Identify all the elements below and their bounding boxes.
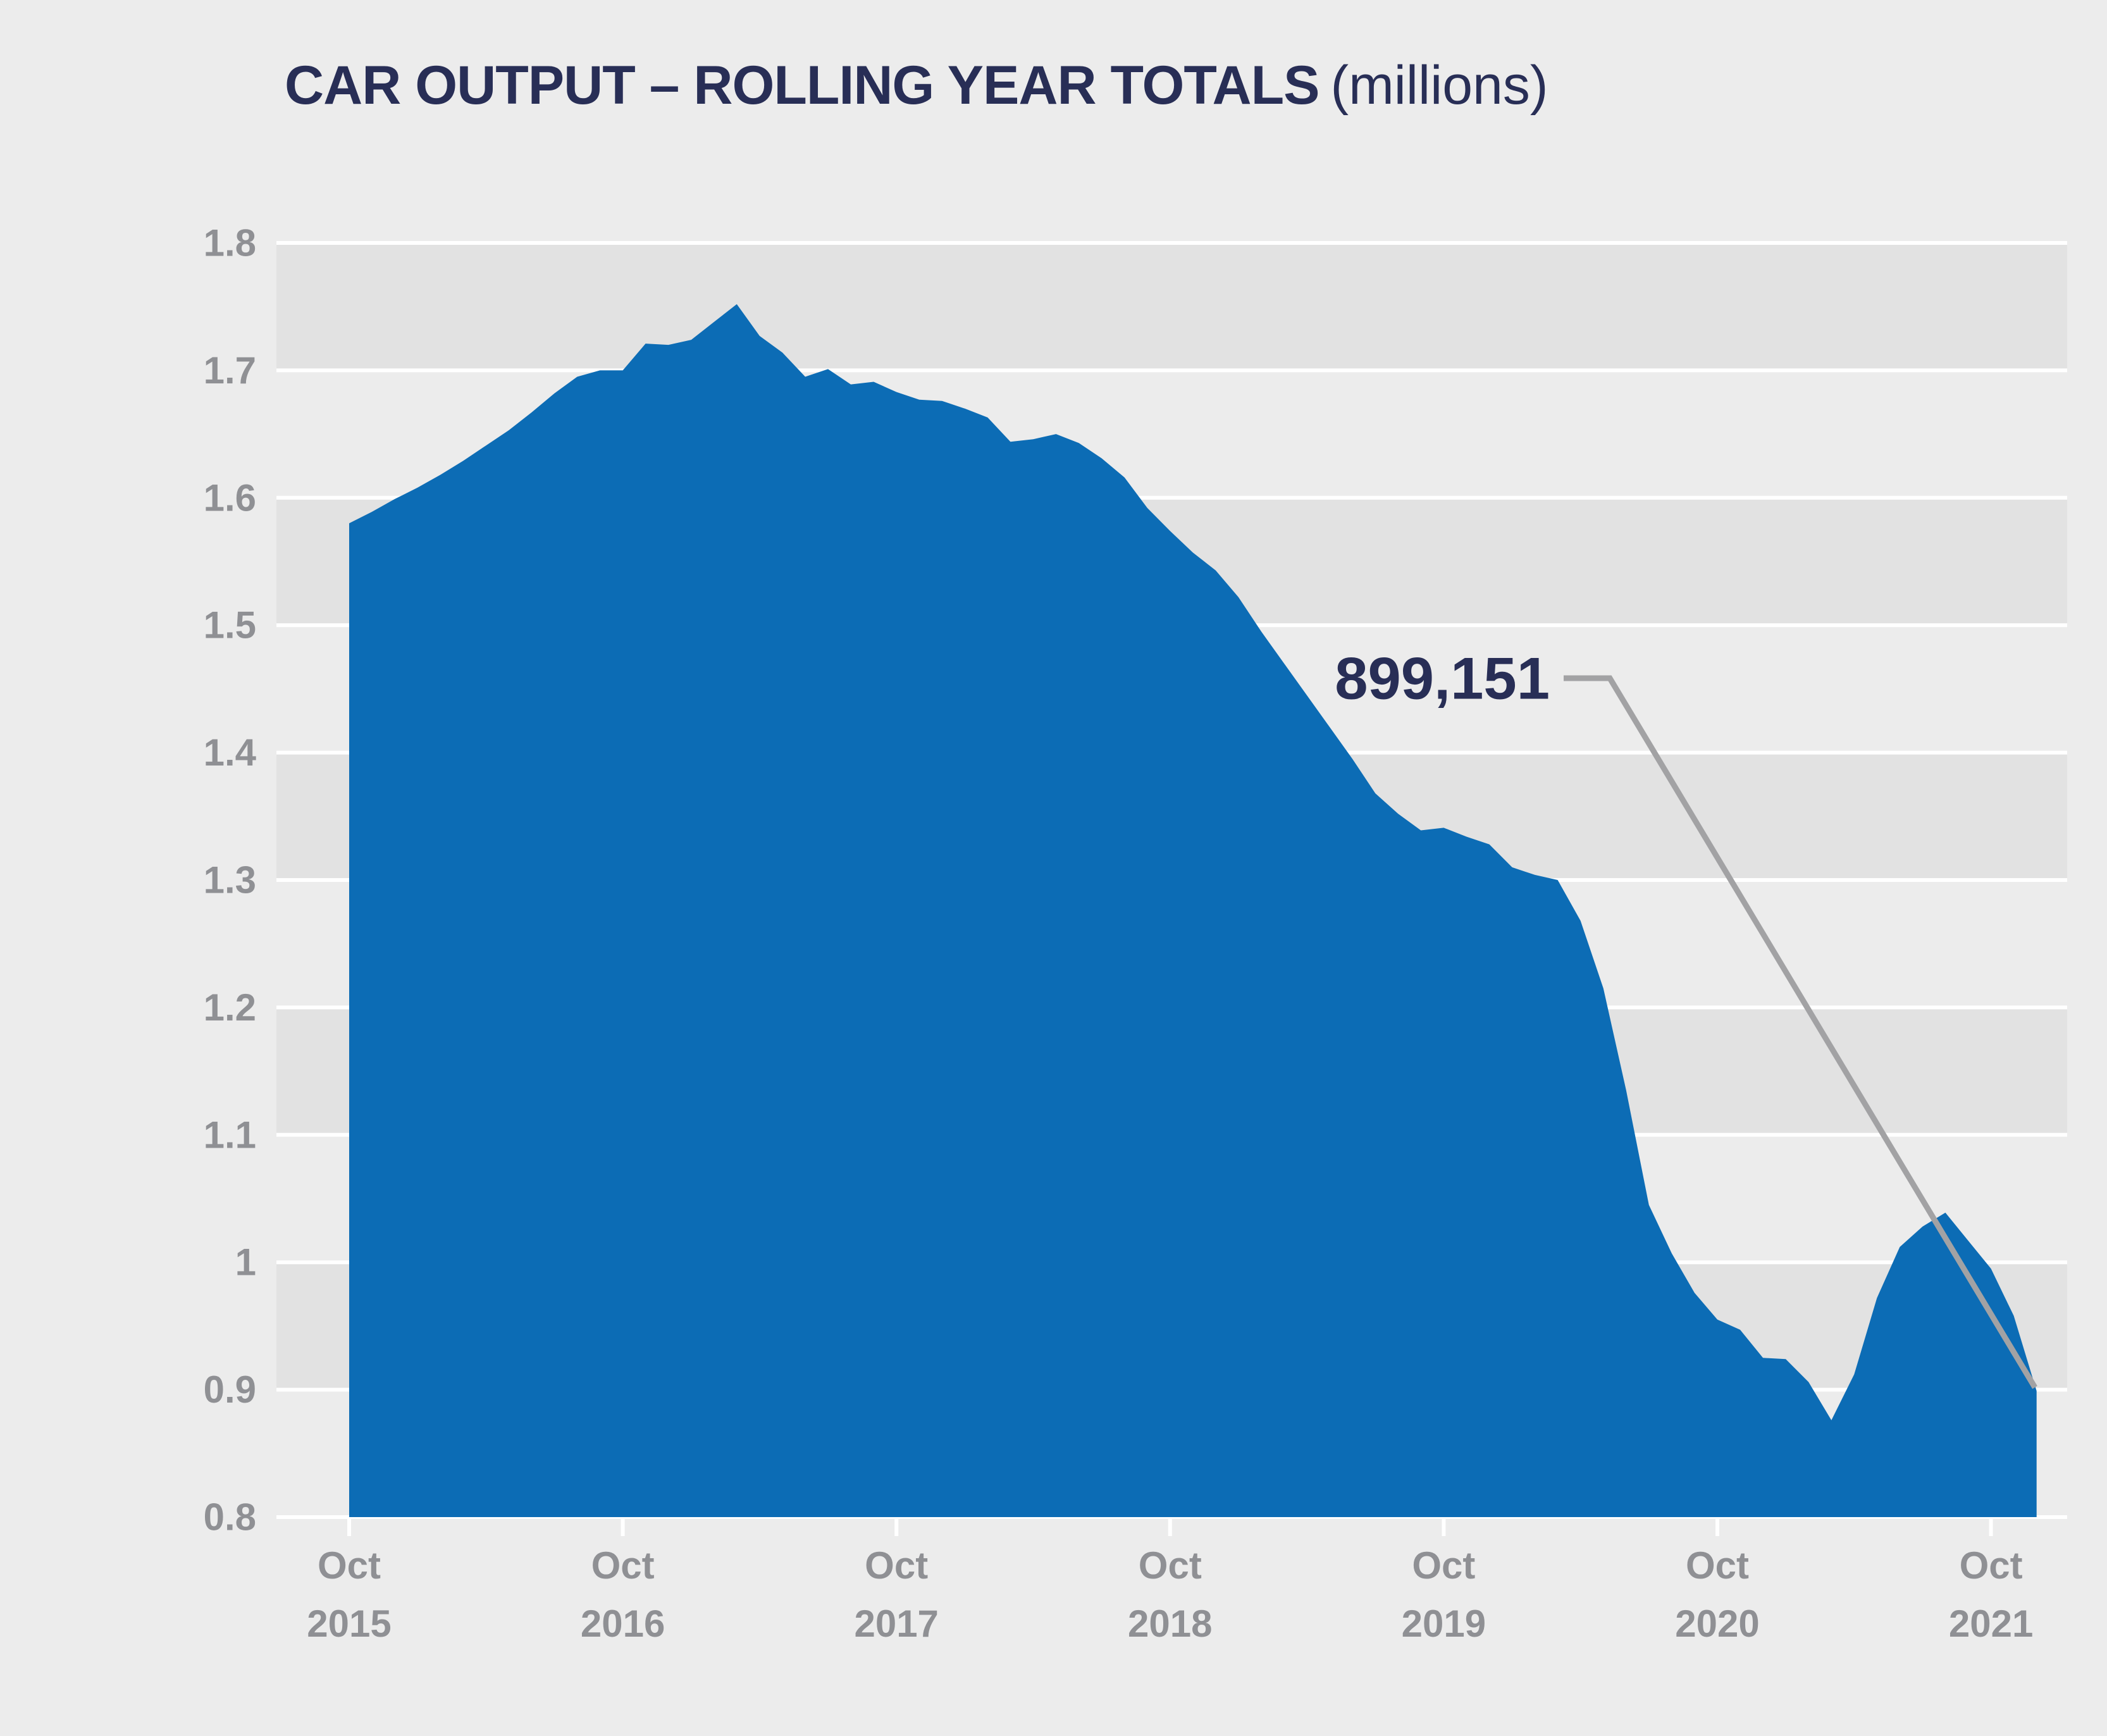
y-axis-label: 1.6	[204, 476, 256, 519]
band-shade	[276, 243, 2067, 371]
x-axis-label-year: 2021	[1949, 1603, 2033, 1645]
x-axis-label-month: Oct	[1686, 1544, 1749, 1587]
y-axis-label: 1.4	[204, 731, 257, 774]
annotation-label: 899,151	[1335, 645, 1550, 712]
chart-title-units: (millions)	[1330, 55, 1548, 116]
y-axis-label: 1.8	[204, 222, 256, 264]
y-axis-label: 0.9	[204, 1368, 256, 1411]
y-axis-label: 0.8	[204, 1496, 256, 1539]
chart-title-main: CAR OUTPUT – ROLLING YEAR TOTALS	[285, 55, 1320, 116]
y-axis-label: 1.2	[204, 986, 256, 1029]
x-axis-label-month: Oct	[318, 1544, 381, 1587]
x-axis-label-year: 2019	[1402, 1603, 1486, 1645]
x-axis-label-year: 2020	[1675, 1603, 1759, 1645]
x-axis-label-month: Oct	[865, 1544, 928, 1587]
y-axis-label: 1	[235, 1241, 256, 1284]
y-axis-label: 1.3	[204, 859, 256, 902]
callout-line	[1564, 675, 2037, 1389]
area-series	[349, 304, 2037, 1518]
x-axis-label-year: 2015	[307, 1603, 391, 1645]
x-axis-label-year: 2017	[854, 1603, 938, 1645]
y-axis-label: 1.5	[204, 604, 256, 647]
x-axis-label-month: Oct	[591, 1544, 655, 1587]
x-axis-label-year: 2018	[1128, 1603, 1212, 1645]
x-axis-label-month: Oct	[1139, 1544, 1202, 1587]
y-axis-label: 1.1	[204, 1113, 256, 1156]
x-axis-label-month: Oct	[1960, 1544, 2023, 1587]
x-axis-label-year: 2016	[581, 1603, 665, 1645]
chart-title: CAR OUTPUT – ROLLING YEAR TOTALS (million…	[285, 56, 1548, 116]
x-axis-label-month: Oct	[1412, 1544, 1475, 1587]
y-axis-label: 1.7	[204, 349, 256, 392]
